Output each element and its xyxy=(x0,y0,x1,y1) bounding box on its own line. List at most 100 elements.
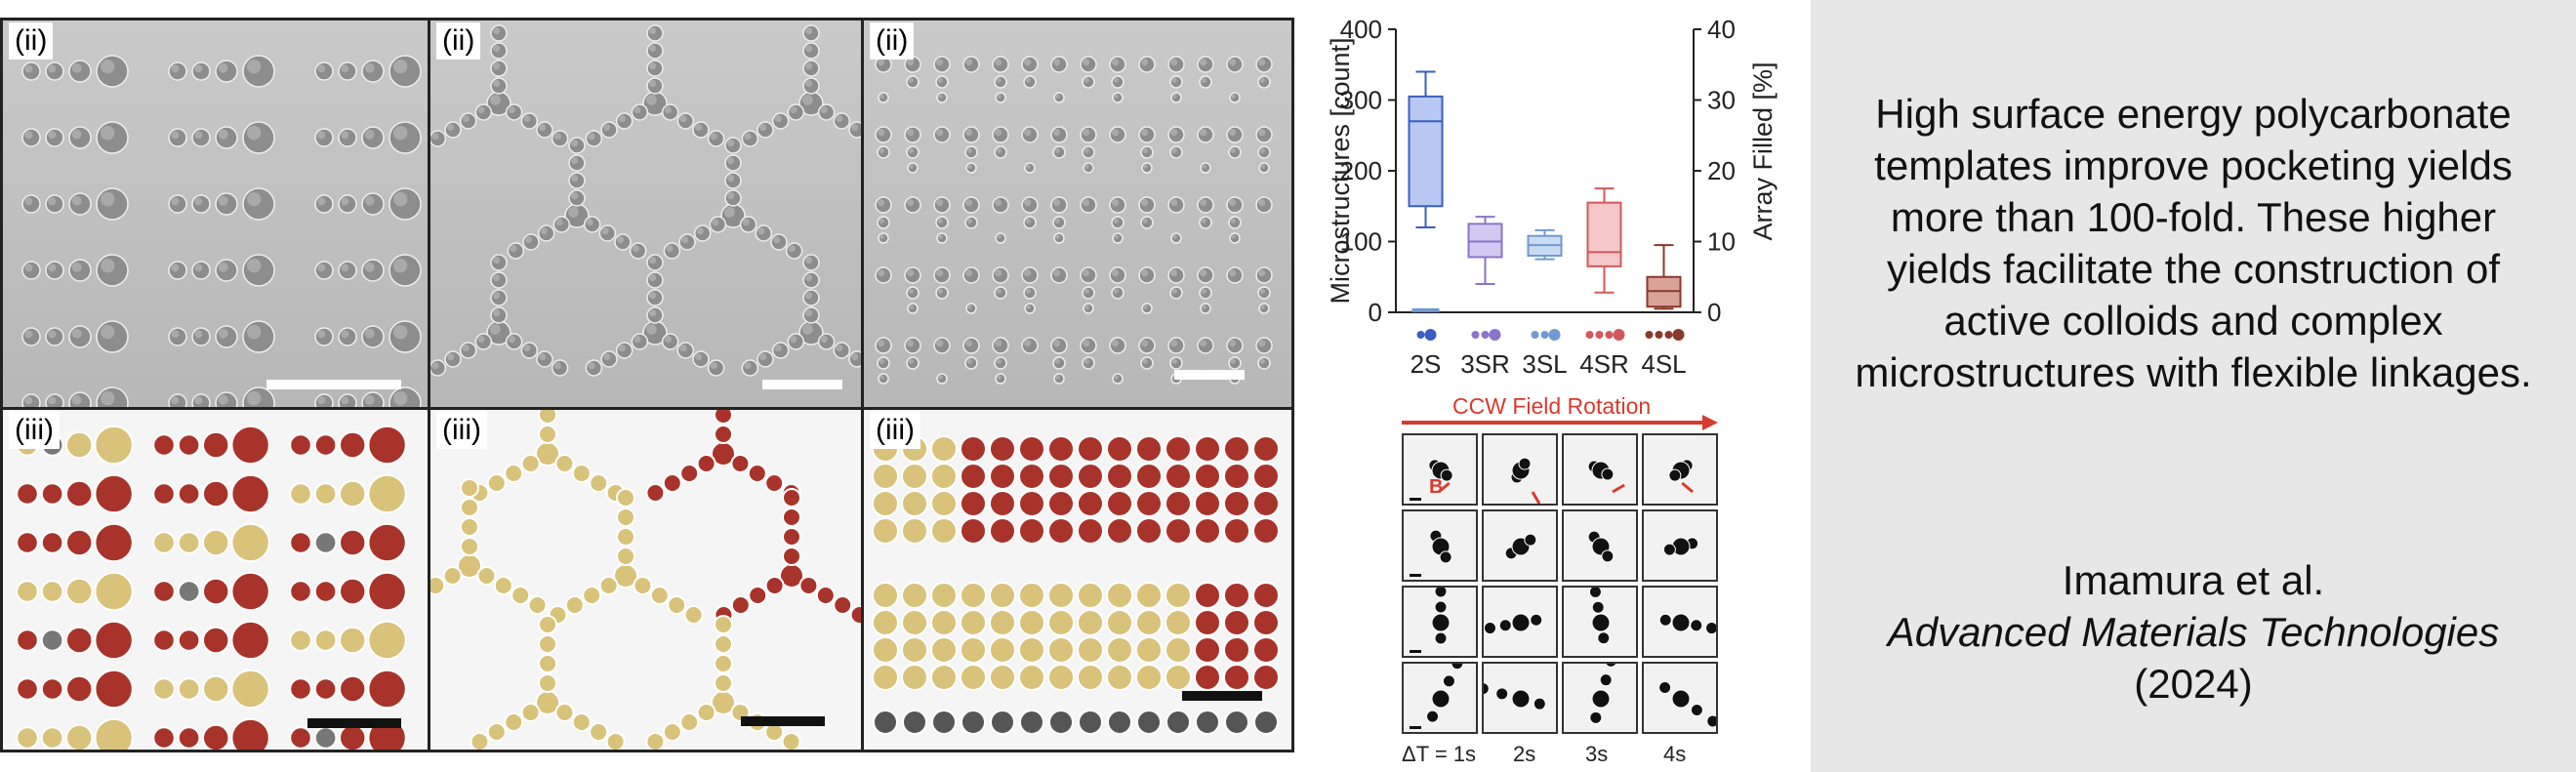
colloid-frame xyxy=(1410,588,1451,653)
category-icon-dot xyxy=(1672,329,1685,341)
category-icon-dot xyxy=(1531,331,1539,339)
field-arrow xyxy=(1681,481,1694,494)
category-icon-dot xyxy=(1605,331,1614,339)
citation: Imamura et al. Advanced Materials Techno… xyxy=(1840,554,2547,710)
time-label: ΔT = 1s xyxy=(1402,742,1477,766)
rotation-frame xyxy=(1562,509,1638,582)
panel-label: (iii) xyxy=(436,412,487,449)
rotation-frame-grid: B xyxy=(1402,433,1718,740)
yield-box-chart: 0 100 200 300 400 0 10 20 30 40 Microstructures [c… xyxy=(1328,15,1778,379)
rotation-frame xyxy=(1482,433,1558,506)
left-tick-label: 200 xyxy=(1340,156,1382,185)
colloid-frame xyxy=(1410,459,1453,501)
category-icon-dot xyxy=(1595,331,1604,339)
left-tick-label: 100 xyxy=(1340,227,1382,257)
category-icon-dot xyxy=(1613,329,1625,341)
category-icon-dot xyxy=(1489,329,1501,341)
category-label: 2S xyxy=(1411,349,1442,379)
scale-bar xyxy=(762,380,842,389)
citation-authors: Imamura et al. xyxy=(2062,557,2325,603)
panel-label: (iii) xyxy=(9,412,60,449)
filled-array-image xyxy=(430,410,861,750)
scale-bar xyxy=(1174,370,1245,380)
category-label: 3SL xyxy=(1522,349,1567,379)
colloid-frame xyxy=(1587,530,1615,563)
micrograph-panel-bottom-1: (iii) xyxy=(0,407,430,752)
box-2S xyxy=(1408,95,1444,208)
category-icon-dot xyxy=(1471,331,1480,339)
panel-label: (ii) xyxy=(436,22,481,60)
rotation-frame xyxy=(1482,509,1558,582)
left-tick-label: 0 xyxy=(1369,298,1382,327)
frame-scale-bar xyxy=(1410,650,1421,653)
time-label: 4s xyxy=(1663,742,1687,766)
category-icon-dot xyxy=(1481,331,1490,339)
right-tick-label: 40 xyxy=(1707,15,1736,44)
chart-labels: 2S 3SR 3SL 4SR 4SL xyxy=(1411,349,1687,379)
micrograph-panel-bottom-2: (iii) xyxy=(428,407,864,752)
chart-axes: 0 100 200 300 400 0 10 20 30 40 Microstructures [c… xyxy=(1328,15,1778,327)
colloid-frame xyxy=(1658,681,1716,728)
category-icon-dot xyxy=(1664,331,1673,339)
colloid-frame xyxy=(1504,533,1537,560)
rotation-frame xyxy=(1562,586,1638,658)
colloid-frame xyxy=(1662,537,1699,556)
summary-panel: High surface energy polycarbonate templa… xyxy=(1811,0,2576,772)
rotation-frame xyxy=(1402,662,1478,734)
right-axis-title: Array Filled [%] xyxy=(1748,61,1778,240)
colloid-frame xyxy=(1410,664,1464,729)
category-icon-dot xyxy=(1645,331,1654,339)
time-label: 2s xyxy=(1513,742,1536,766)
citation-journal: Advanced Materials Technologies xyxy=(1887,609,2500,655)
field-arrow xyxy=(1438,481,1451,494)
filled-array-image xyxy=(872,435,1280,735)
left-axis-title: Microstructures [count] xyxy=(1328,37,1355,304)
micrograph-panel-top-3: (ii) xyxy=(861,18,1294,410)
rotation-arrow xyxy=(1402,415,1718,430)
scale-bar xyxy=(1182,691,1262,701)
field-arrow xyxy=(1612,483,1625,494)
category-icon-dot xyxy=(1540,331,1549,339)
colloid-frame xyxy=(1410,529,1452,577)
colloid-frame xyxy=(1510,457,1541,504)
scale-bar xyxy=(266,380,401,389)
colloid-frame xyxy=(1588,588,1611,645)
category-icon-dot xyxy=(1416,331,1425,339)
pocket-array-image xyxy=(430,24,861,377)
rotation-frame xyxy=(1482,662,1558,734)
frame-scale-bar xyxy=(1410,574,1421,577)
rotation-frame xyxy=(1482,586,1558,658)
category-icon-dot xyxy=(1655,331,1663,339)
right-tick-label: 20 xyxy=(1707,156,1736,185)
filled-array-image xyxy=(16,425,407,750)
frame-scale-bar xyxy=(1410,726,1421,729)
category-label: 4SR xyxy=(1579,349,1629,379)
pocket-array-image xyxy=(875,56,1273,385)
micrograph-panel-bottom-3: (iii) xyxy=(861,407,1294,752)
panel-label: (ii) xyxy=(870,22,915,60)
left-tick-label: 300 xyxy=(1340,86,1382,115)
chart-boxes xyxy=(1408,70,1682,312)
colloid-frame xyxy=(1589,664,1617,724)
right-tick-label: 10 xyxy=(1707,227,1736,257)
rotation-title: CCW Field Rotation xyxy=(1452,393,1652,419)
rotation-frame xyxy=(1642,509,1718,582)
scale-bar xyxy=(307,718,401,728)
colloid-frame xyxy=(1658,613,1716,635)
rotation-frame: B xyxy=(1402,433,1478,506)
rotation-frame xyxy=(1642,433,1718,506)
field-arrow xyxy=(1531,491,1541,504)
right-tick-label: 30 xyxy=(1707,86,1736,115)
colloid-frame xyxy=(1587,460,1625,494)
micrograph-panel-top-1: (ii) xyxy=(0,18,430,410)
frame-scale-bar xyxy=(1410,498,1421,501)
left-tick-label: 400 xyxy=(1340,15,1382,44)
box-4SR xyxy=(1586,201,1622,267)
summary-text: High surface energy polycarbonate templa… xyxy=(1855,91,2532,395)
box-3SR xyxy=(1467,223,1503,259)
category-icon-dot xyxy=(1548,329,1561,341)
category-label: 3SR xyxy=(1460,349,1510,379)
colloid-frame xyxy=(1484,682,1546,711)
field-label: B xyxy=(1429,476,1444,498)
panel-label: (ii) xyxy=(9,22,54,60)
